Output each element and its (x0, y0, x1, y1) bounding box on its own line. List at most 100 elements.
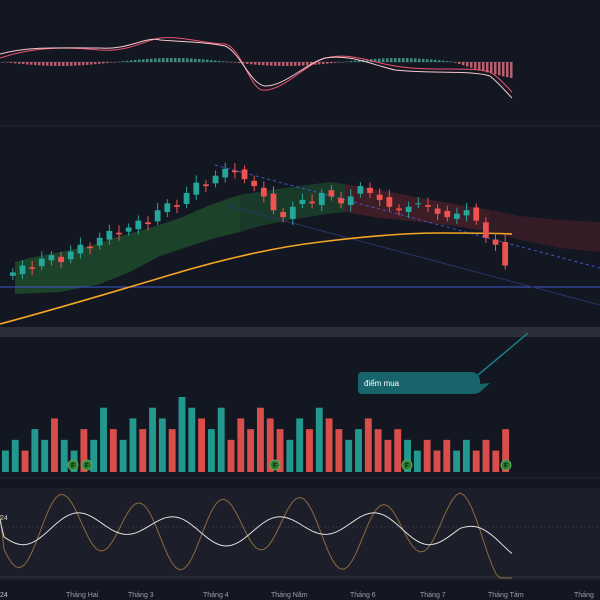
candle-body[interactable] (96, 237, 103, 246)
volume-bar[interactable] (374, 429, 382, 472)
volume-bar[interactable] (100, 407, 107, 472)
volume-bar[interactable] (315, 407, 323, 472)
candle-body[interactable] (203, 184, 209, 187)
volume-bar[interactable] (149, 407, 156, 472)
candle-body[interactable] (38, 258, 45, 267)
candle-body[interactable] (299, 199, 306, 205)
candle-body[interactable] (289, 206, 296, 219)
candle-body[interactable] (357, 186, 364, 194)
volume-bar[interactable] (364, 418, 372, 472)
volume-bar[interactable] (207, 429, 215, 472)
volume-bar[interactable] (306, 429, 313, 472)
volume-bar[interactable] (492, 450, 500, 472)
volume-bar[interactable] (31, 429, 39, 472)
candle-body[interactable] (434, 208, 441, 214)
event-marker[interactable] (269, 459, 281, 471)
volume-series[interactable] (2, 397, 510, 472)
candle-body[interactable] (347, 196, 354, 206)
candle-body[interactable] (251, 180, 258, 187)
candle-body[interactable] (386, 197, 393, 207)
candle-body[interactable] (328, 190, 335, 197)
candle-body[interactable] (145, 222, 151, 225)
volume-bar[interactable] (394, 429, 402, 472)
volume-bar[interactable] (257, 407, 264, 472)
candle-body[interactable] (473, 207, 480, 221)
candle-body[interactable] (67, 251, 74, 260)
volume-bar[interactable] (198, 418, 206, 472)
candle-body[interactable] (87, 246, 93, 249)
candle-body[interactable] (231, 170, 238, 173)
volume-bar[interactable] (296, 418, 304, 472)
volume-bar[interactable] (266, 418, 274, 472)
candle-body[interactable] (222, 168, 229, 178)
candle-body[interactable] (58, 256, 64, 263)
volume-bar[interactable] (247, 429, 255, 472)
candle-body[interactable] (29, 267, 36, 269)
event-marker[interactable] (401, 459, 413, 471)
buy-point-callout[interactable]: điểm mua (358, 332, 529, 394)
event-marker[interactable] (500, 459, 512, 471)
candle-body[interactable] (502, 242, 509, 266)
event-marker[interactable] (67, 459, 79, 471)
volume-bar[interactable] (335, 429, 343, 472)
candle-body[interactable] (376, 194, 383, 200)
candle-body[interactable] (125, 227, 132, 232)
volume-bar[interactable] (119, 439, 127, 472)
candle-body[interactable] (260, 187, 267, 197)
volume-bar[interactable] (453, 450, 461, 472)
volume-bar[interactable] (423, 439, 431, 472)
volume-bar[interactable] (11, 439, 19, 472)
candle-body[interactable] (425, 205, 431, 207)
candle-body[interactable] (135, 220, 142, 230)
candle-body[interactable] (396, 208, 402, 211)
candle-body[interactable] (9, 272, 16, 276)
pane-separator[interactable] (0, 327, 600, 337)
volume-bar[interactable] (188, 407, 196, 472)
volume-bar[interactable] (129, 418, 137, 472)
volume-bar[interactable] (482, 439, 490, 472)
candle-body[interactable] (116, 232, 122, 235)
volume-bar[interactable] (51, 418, 58, 472)
volume-bar[interactable] (462, 439, 470, 472)
candle-body[interactable] (492, 239, 499, 245)
candle-body[interactable] (405, 206, 412, 212)
volume-bar[interactable] (21, 450, 29, 472)
candle-body[interactable] (106, 230, 113, 240)
candle-body[interactable] (318, 192, 325, 206)
candle-body[interactable] (174, 205, 180, 207)
volume-bar[interactable] (286, 439, 294, 472)
volume-bar[interactable] (90, 439, 98, 472)
volume-bar[interactable] (217, 407, 225, 472)
volume-bar[interactable] (404, 439, 411, 472)
callout-box[interactable] (358, 372, 490, 394)
event-marker[interactable] (81, 459, 93, 471)
candle-body[interactable] (280, 211, 287, 218)
volume-bar[interactable] (2, 450, 9, 472)
candle-body[interactable] (164, 203, 171, 212)
candle-body[interactable] (241, 169, 248, 180)
candle-body[interactable] (415, 203, 422, 205)
candle-body[interactable] (19, 265, 26, 275)
candle-body[interactable] (212, 175, 219, 184)
candle-body[interactable] (338, 198, 344, 204)
volume-bar[interactable] (60, 439, 68, 472)
candle-body[interactable] (270, 193, 277, 211)
candle-body[interactable] (463, 210, 470, 216)
volume-bar[interactable] (384, 439, 392, 472)
volume-bar[interactable] (109, 429, 117, 472)
candle-body[interactable] (309, 201, 315, 204)
candle-body[interactable] (183, 192, 190, 205)
volume-bar[interactable] (472, 450, 480, 472)
volume-bar[interactable] (443, 439, 451, 472)
volume-bar[interactable] (502, 429, 510, 472)
volume-bar[interactable] (158, 418, 166, 472)
volume-bar[interactable] (325, 418, 333, 472)
volume-bar[interactable] (355, 429, 362, 472)
trend-line-upper[interactable] (214, 164, 600, 269)
volume-bar[interactable] (413, 450, 421, 472)
volume-bar[interactable] (80, 429, 88, 472)
volume-bar[interactable] (345, 439, 353, 472)
volume-bar[interactable] (168, 429, 176, 472)
